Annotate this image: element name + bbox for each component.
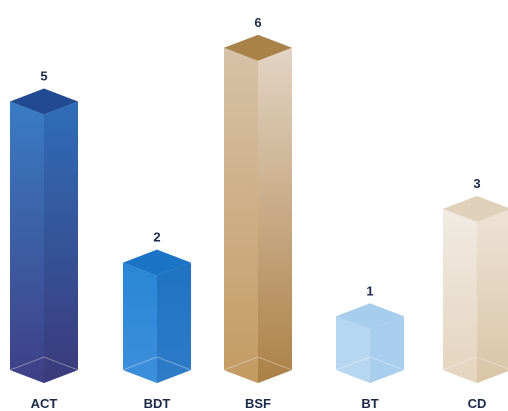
bar-bsf (223, 34, 293, 384)
category-label-act: ACT (31, 396, 58, 411)
bar-act-base-edge (9, 356, 79, 371)
bar-cd (442, 195, 508, 383)
bar-cd-right-face (477, 210, 508, 383)
value-label-act: 5 (40, 69, 47, 84)
bar-bt-top (336, 303, 404, 330)
bar-bt-left-face (336, 316, 370, 383)
bar-bsf-left-face (224, 47, 258, 384)
bar-bdt-left-face (123, 262, 157, 383)
bar-bsf-right-face (258, 47, 292, 384)
bar-bdt-right-face (157, 262, 191, 383)
category-label-bsf: BSF (245, 396, 271, 411)
bar-bdt-top (123, 249, 191, 276)
bars-group (9, 34, 508, 384)
category-label-cd: CD (468, 396, 487, 411)
bar-bt-base-edge (335, 356, 405, 371)
bar-bdt-base-edge (122, 356, 192, 371)
value-label-bdt: 2 (153, 230, 160, 245)
value-label-bt: 1 (366, 283, 373, 298)
value-label-cd: 3 (473, 176, 480, 191)
bar-act-right-face (44, 101, 78, 383)
value-label-bsf: 6 (254, 15, 261, 30)
bar-bt (335, 303, 405, 383)
bar-cd-top (443, 195, 508, 222)
bar-act (9, 88, 79, 383)
bar-act-top (10, 88, 78, 115)
labels-group: 5 ACT 2 BDT 6 BSF 1 BT 3 CD (31, 15, 487, 411)
bar-cd-base-edge (442, 356, 508, 371)
bar-bt-right-face (370, 316, 404, 383)
bar-cd-left-face (443, 208, 477, 383)
bar-bsf-base-edge (223, 356, 293, 371)
category-label-bdt: BDT (144, 396, 171, 411)
bar-bdt (122, 249, 192, 383)
bar-act-left-face (10, 101, 44, 383)
category-label-bt: BT (361, 396, 378, 411)
bar-bsf-top (224, 34, 292, 61)
